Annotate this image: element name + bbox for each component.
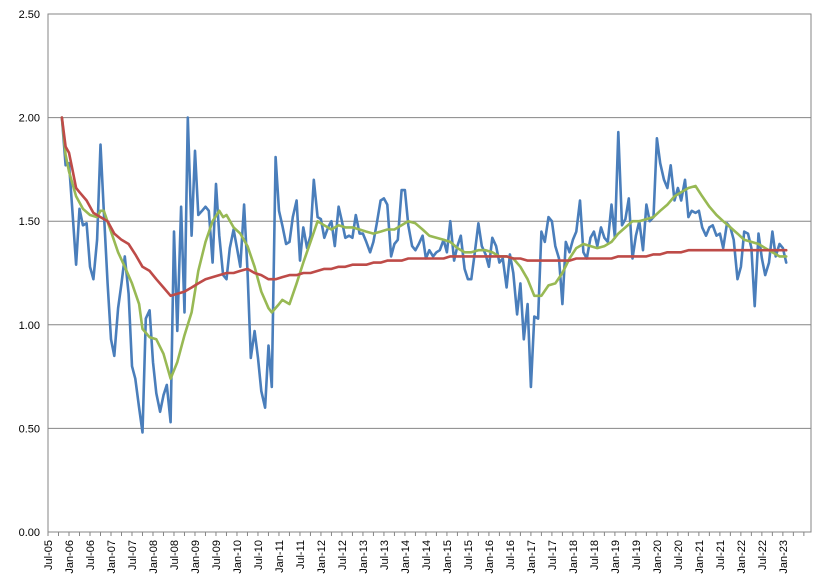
x-tick-label: Jul-22: [757, 540, 769, 570]
x-tick-label: Jan-18: [568, 540, 580, 574]
series-line-3: [60, 116, 788, 298]
x-tick-label: Jan-08: [148, 540, 160, 574]
x-tick-label: Jan-11: [274, 540, 286, 573]
x-tick-label: Jan-23: [778, 540, 790, 574]
gridlines: [48, 13, 811, 429]
x-tick-label: Jan-16: [484, 540, 496, 574]
x-tick-label: Jul-05: [43, 540, 55, 570]
y-tick-label: 2.50: [19, 9, 40, 21]
x-tick-label: Jan-21: [694, 540, 706, 574]
x-tick-label: Jul-08: [169, 540, 181, 570]
y-axis-labels: 0.00 0.50 1.00 1.50 2.00 2.50: [19, 9, 40, 539]
x-tick-label: Jul-15: [463, 540, 475, 570]
x-axis-labels: Jul-05 Jan-06 Jul-06 Jan-07 Jul-07 Jan-08 Jul-…: [43, 540, 790, 574]
x-tick-label: Jul-07: [127, 540, 139, 570]
x-tick-label: Jul-14: [421, 540, 433, 570]
x-tick-label: Jan-13: [358, 540, 370, 574]
plot-border: [47, 13, 812, 533]
series-line-2: [60, 116, 788, 380]
x-tick-label: Jul-21: [715, 540, 727, 570]
x-tick-label: Jul-09: [211, 540, 223, 570]
x-tick-label: Jan-17: [526, 540, 538, 574]
y-tick-label: 2.00: [19, 113, 40, 125]
x-tick-label: Jul-11: [295, 540, 307, 569]
x-tick-label: Jul-12: [337, 540, 349, 570]
x-tick-label: Jan-19: [610, 540, 622, 574]
x-tick-label: Jan-06: [64, 540, 76, 574]
x-tick-label: Jan-10: [232, 540, 244, 574]
series-lines: [60, 116, 788, 434]
x-tick-label: Jul-16: [505, 540, 517, 570]
series-line-1: [60, 116, 788, 434]
x-axis: [47, 531, 811, 536]
x-tick-label: Jan-22: [736, 540, 748, 574]
x-tick-label: Jul-18: [589, 540, 601, 570]
x-tick-label: Jan-07: [106, 540, 118, 574]
y-tick-label: 1.50: [19, 216, 40, 228]
x-tick-label: Jul-19: [631, 540, 643, 570]
x-tick-label: Jul-06: [85, 540, 97, 570]
y-tick-label: 0.50: [19, 423, 40, 435]
x-tick-label: Jul-10: [253, 540, 265, 570]
plot-area: [47, 13, 812, 533]
x-tick-label: Jul-13: [379, 540, 391, 570]
x-tick-label: Jul-17: [547, 540, 559, 570]
x-tick-label: Jan-20: [652, 540, 664, 574]
x-tick-label: Jul-20: [673, 540, 685, 570]
x-tick-label: Jan-12: [316, 540, 328, 574]
x-tick-label: Jan-15: [442, 540, 454, 574]
y-tick-label: 0.00: [19, 527, 40, 539]
x-tick-label: Jan-09: [190, 540, 202, 574]
x-tick-label: Jan-14: [400, 540, 412, 574]
y-tick-label: 1.00: [19, 320, 40, 332]
